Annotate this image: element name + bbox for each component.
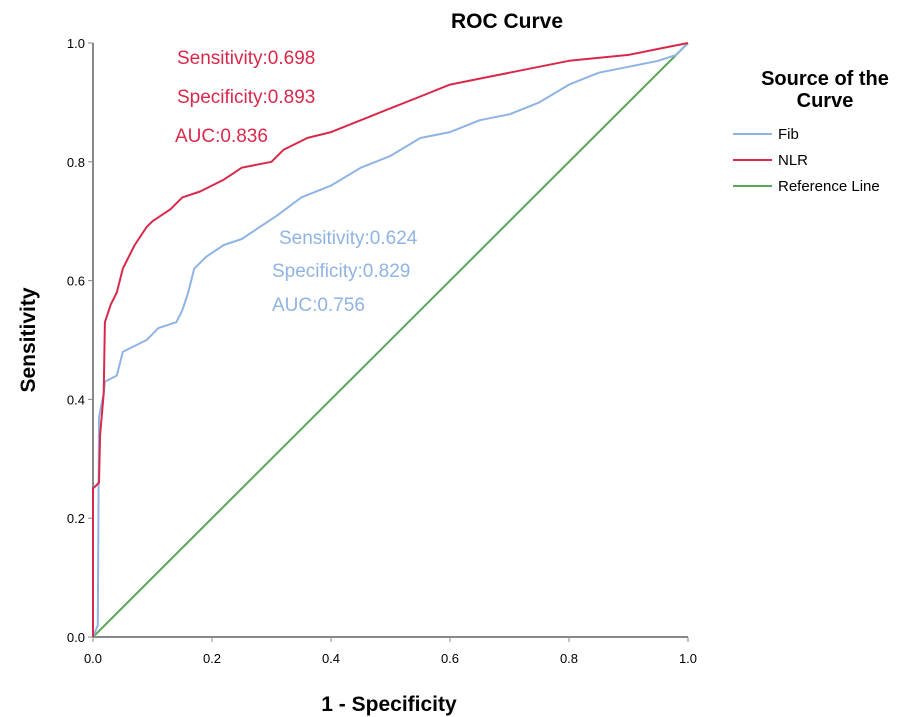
nlr-specificity-label: Specificity:0.893 (177, 87, 315, 108)
fib-sensitivity-label: Sensitivity:0.624 (279, 228, 418, 249)
y-tick-label: 0.6 (67, 274, 85, 289)
y-tick-label: 0.2 (67, 511, 85, 526)
legend-label-fib: Fib (778, 126, 799, 143)
y-tick-label: 1.0 (67, 36, 85, 51)
x-tick-label: 0.0 (84, 651, 102, 666)
annotations: Sensitivity:0.698 Specificity:0.893 AUC:… (175, 48, 418, 316)
legend-entries: Fib NLR Reference Line (733, 126, 880, 195)
nlr-auc-label: AUC:0.836 (175, 126, 268, 147)
x-tick-label: 0.2 (203, 651, 221, 666)
legend-label-reference-line: Reference Line (778, 178, 880, 195)
series-line-nlr (92, 42, 689, 637)
x-axis-label: 1 - Specificity (321, 693, 457, 716)
y-tick-label: 0.8 (67, 155, 85, 170)
chart-title: ROC Curve (451, 10, 563, 33)
x-tick-label: 0.4 (322, 651, 340, 666)
x-tick-label: 1.0 (679, 651, 697, 666)
x-ticks: 0.0 0.2 0.4 0.6 0.8 1.0 (84, 637, 697, 666)
series-layer (92, 42, 689, 638)
y-tick-label: 0.4 (67, 392, 85, 407)
legend-title-line2: Curve (797, 90, 854, 112)
series-line-reference-line (92, 42, 689, 638)
series-line-fib (92, 42, 689, 638)
legend-title-line1: Source of the (761, 68, 889, 90)
legend-label-nlr: NLR (778, 152, 808, 169)
nlr-sensitivity-label: Sensitivity:0.698 (177, 48, 315, 69)
fib-specificity-label: Specificity:0.829 (272, 261, 410, 282)
x-tick-label: 0.6 (441, 651, 459, 666)
y-tick-label: 0.0 (67, 630, 85, 645)
x-tick-label: 0.8 (560, 651, 578, 666)
y-axis-label: Sensitivity (17, 287, 40, 392)
legend: Source of the Curve Fib NLR Reference Line (733, 68, 889, 195)
y-ticks: 0.0 0.2 0.4 0.6 0.8 1.0 (67, 36, 93, 645)
plot-area: 0.0 0.2 0.4 0.6 0.8 1.0 0.0 0.2 0.4 0.6 0.8 1.0 (67, 36, 697, 666)
fib-auc-label: AUC:0.756 (272, 295, 365, 316)
